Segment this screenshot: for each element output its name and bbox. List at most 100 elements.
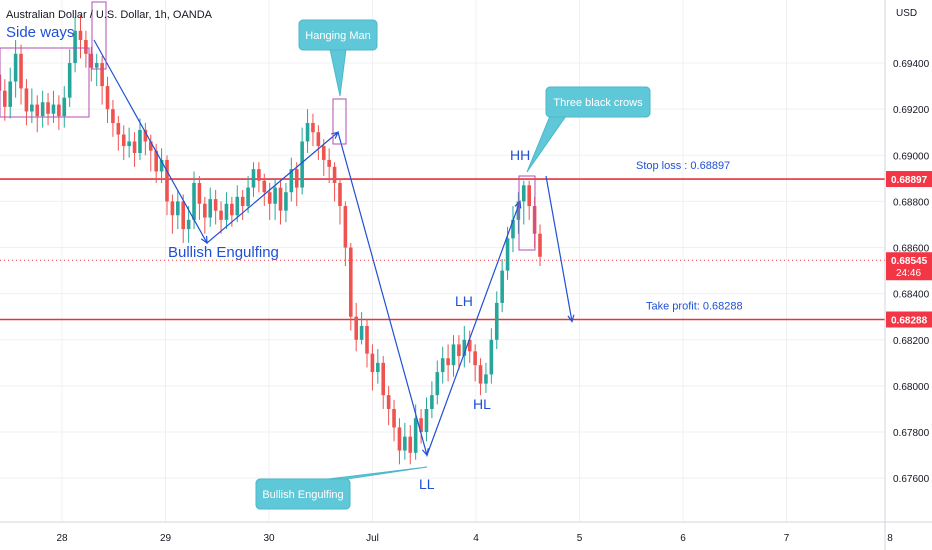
candle-body[interactable] (159, 159, 164, 172)
candle-body[interactable] (521, 185, 526, 202)
candle-body[interactable] (397, 427, 402, 451)
drawings[interactable] (0, 1, 651, 510)
candle-body[interactable] (224, 203, 229, 220)
candle-body[interactable] (251, 169, 256, 188)
candle-body[interactable] (46, 102, 50, 114)
candle-body[interactable] (78, 30, 83, 40)
candle-body[interactable] (57, 104, 61, 117)
candle-body[interactable] (176, 201, 180, 216)
candle-body[interactable] (0, 74, 2, 91)
candle-body[interactable] (462, 339, 467, 356)
sideways-box[interactable] (0, 47, 90, 118)
candle-body[interactable] (116, 123, 121, 135)
candle-body[interactable] (138, 129, 142, 153)
candle-body[interactable] (484, 374, 488, 384)
candle-body[interactable] (267, 192, 272, 204)
candle-body[interactable] (24, 88, 29, 112)
candle-body[interactable] (73, 30, 77, 64)
candle-body[interactable] (365, 325, 369, 354)
projection-arrow[interactable] (545, 175, 573, 322)
candle-body[interactable] (62, 97, 67, 117)
candle-body[interactable] (311, 123, 315, 133)
candle-body[interactable] (143, 129, 148, 142)
candle-body[interactable] (284, 192, 288, 211)
candle-body[interactable] (186, 219, 191, 230)
candle-body[interactable] (278, 187, 283, 211)
candle-body[interactable] (457, 344, 461, 356)
candle-body[interactable] (527, 185, 531, 207)
hanging-man-box[interactable] (332, 98, 347, 145)
candle-body[interactable] (8, 81, 13, 107)
candle-body[interactable] (208, 199, 213, 218)
candle-body[interactable] (516, 201, 521, 220)
candle-body[interactable] (386, 395, 391, 409)
candle-body[interactable] (321, 146, 326, 160)
candle-body[interactable] (197, 182, 202, 204)
candle-body[interactable] (100, 63, 104, 87)
candle-body[interactable] (89, 53, 94, 68)
candle-body[interactable] (413, 418, 418, 453)
candle-body[interactable] (392, 408, 396, 428)
candle-body[interactable] (381, 362, 386, 396)
candle-body[interactable] (154, 150, 158, 172)
candle-body[interactable] (327, 159, 331, 167)
candle-body[interactable] (203, 203, 207, 218)
candle-body[interactable] (181, 201, 186, 230)
candle-body[interactable] (3, 90, 7, 107)
three-crows-callout[interactable] (545, 86, 651, 118)
candle-body[interactable] (289, 169, 294, 193)
candle-body[interactable] (111, 109, 115, 124)
candle-body[interactable] (424, 408, 429, 433)
candle-body[interactable] (505, 238, 510, 271)
candle-body[interactable] (440, 358, 445, 373)
top-box[interactable] (91, 1, 107, 70)
candle-body[interactable] (467, 339, 472, 352)
candle-body[interactable] (359, 325, 364, 340)
candle-body[interactable] (473, 351, 477, 366)
bullish-engulfing-callout[interactable] (255, 478, 351, 510)
candle-body[interactable] (132, 141, 137, 153)
candle-body[interactable] (192, 182, 196, 220)
candle-body[interactable] (435, 372, 440, 396)
candle-body[interactable] (165, 159, 169, 202)
candle-body[interactable] (170, 201, 175, 216)
candle-body[interactable] (343, 206, 348, 248)
candle-body[interactable] (511, 219, 515, 239)
candle-body[interactable] (419, 418, 423, 433)
candle-body[interactable] (30, 104, 34, 112)
candle-body[interactable] (219, 210, 223, 220)
candle-body[interactable] (294, 169, 299, 188)
three-crows-box[interactable] (518, 175, 536, 251)
candle-body[interactable] (40, 102, 45, 117)
candle-body[interactable] (300, 141, 304, 188)
candle-body[interactable] (354, 316, 358, 340)
candle-body[interactable] (19, 53, 23, 89)
candle-body[interactable] (376, 362, 380, 373)
candle-body[interactable] (246, 187, 250, 207)
candle-body[interactable] (538, 233, 542, 257)
candle-body[interactable] (408, 436, 413, 453)
candle-body[interactable] (67, 63, 72, 98)
candle-body[interactable] (51, 104, 56, 114)
candles[interactable] (0, 14, 542, 465)
candle-body[interactable] (332, 166, 337, 183)
candle-body[interactable] (13, 53, 18, 82)
candle-body[interactable] (370, 353, 375, 373)
candle-body[interactable] (84, 39, 88, 54)
candle-body[interactable] (105, 86, 110, 110)
candle-body[interactable] (446, 358, 450, 366)
candle-body[interactable] (235, 196, 240, 216)
candle-body[interactable] (430, 395, 434, 409)
candle-body[interactable] (316, 132, 321, 147)
candle-body[interactable] (478, 365, 483, 384)
hanging-man-callout[interactable] (298, 19, 378, 51)
candle-body[interactable] (489, 339, 494, 375)
candle-body[interactable] (348, 247, 353, 317)
candle-body[interactable] (257, 169, 261, 181)
candle-body[interactable] (494, 302, 499, 340)
candle-body[interactable] (305, 123, 310, 142)
candle-body[interactable] (230, 203, 234, 216)
candle-body[interactable] (500, 270, 504, 303)
candle-body[interactable] (273, 187, 277, 204)
